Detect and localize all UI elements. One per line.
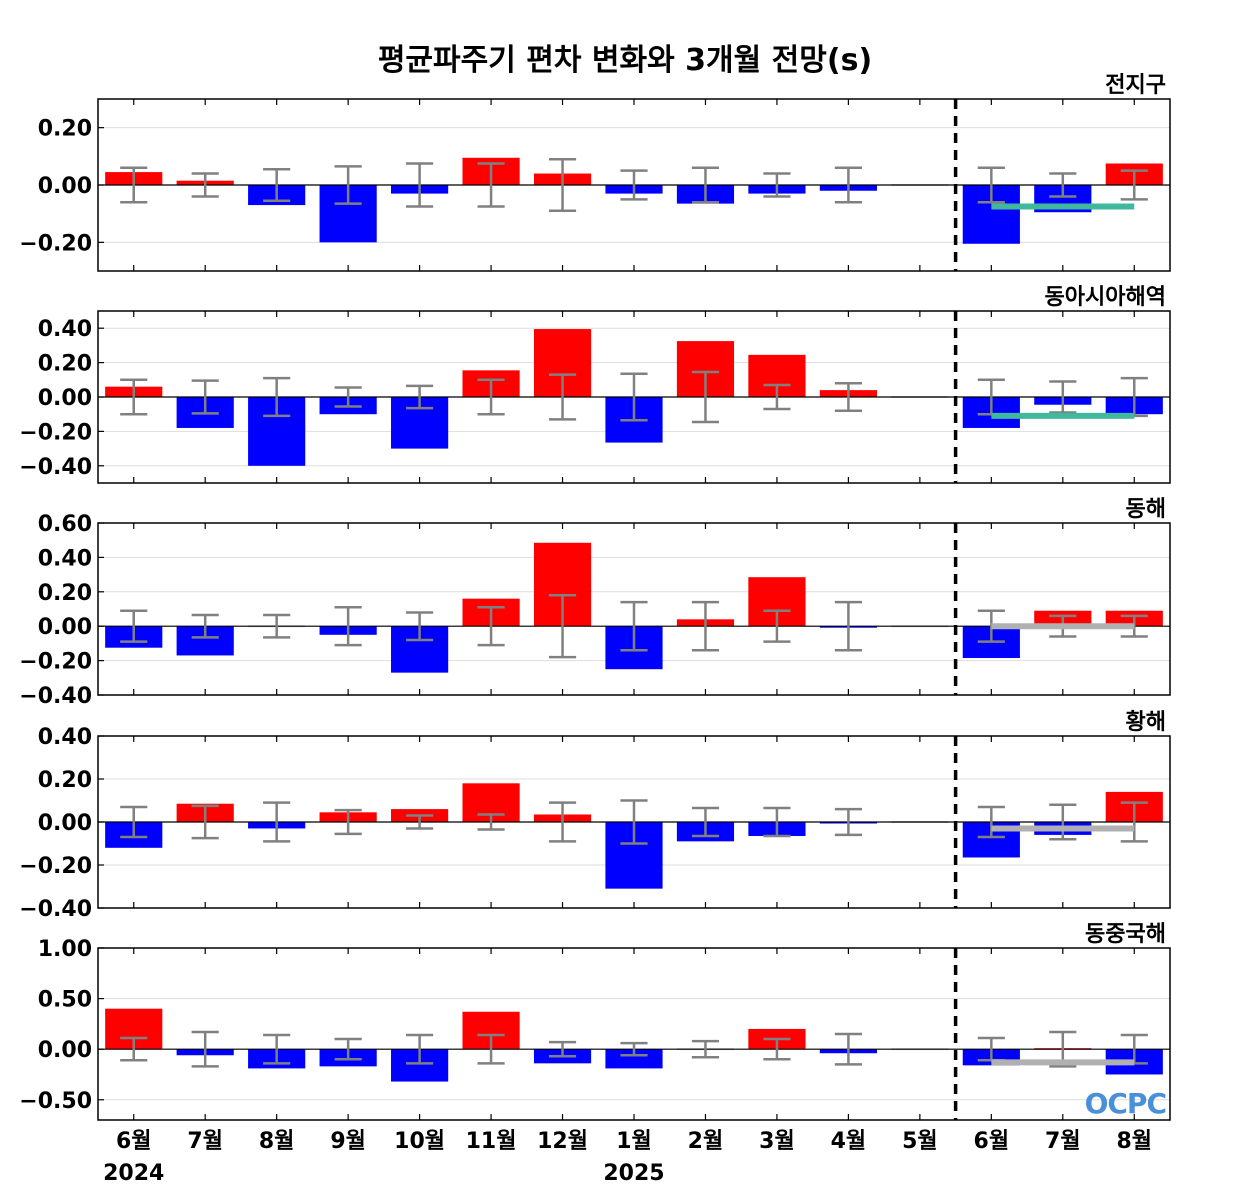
xtick-label: 6월	[974, 1129, 1010, 1154]
ytick-label: −0.50	[19, 1089, 92, 1114]
panel-4: 황해 0.40 0.20 0.00 −0.20 −0.40	[19, 710, 1171, 922]
panel-frame	[97, 947, 1171, 1121]
xtick-label: 9월	[330, 1129, 366, 1154]
xtick-label: 1월	[616, 1129, 652, 1154]
ytick-label: 0.00	[38, 1038, 92, 1063]
ytick-label: 0.20	[38, 581, 92, 606]
ytick-label: −0.20	[19, 420, 92, 445]
xtick-label: 3월	[759, 1129, 795, 1154]
chart-title: 평균파주기 편차 변화와 3개월 전망(s)	[378, 43, 872, 78]
xtick-label: 7월	[1045, 1129, 1081, 1154]
chart-panels: 전지구 0.20 0.00 −0.20 동아시아해역 0.40 0.20 0.00 −0.20 −…	[19, 73, 1171, 1121]
xtick-label: 8월	[259, 1129, 295, 1154]
panel-title: 전지구	[1105, 73, 1166, 98]
ocpc-logo: OCPC	[1085, 1087, 1167, 1120]
ytick-label: 0.60	[38, 512, 92, 537]
xtick-label: 7월	[187, 1129, 223, 1154]
bar	[605, 1049, 663, 1069]
ytick-label: 0.00	[38, 615, 92, 640]
ytick-label: 0.20	[38, 768, 92, 793]
ytick-label: 1.00	[38, 937, 92, 962]
ytick-label: −0.40	[19, 455, 92, 480]
xtick-label: 11월	[466, 1129, 517, 1154]
panel-title: 동중국해	[1085, 922, 1166, 947]
xtick-label: 5월	[902, 1129, 938, 1154]
panel-3: 동해 0.60 0.40 0.20 0.00 −0.20 −0.40	[19, 497, 1171, 709]
xtick-label: 10월	[394, 1129, 445, 1154]
panel-title: 황해	[1126, 710, 1166, 735]
ytick-label: −0.20	[19, 854, 92, 879]
panel-5: 동중국해 1.00 0.50 0.00 −0.50	[19, 922, 1171, 1121]
ytick-label: 0.00	[38, 386, 92, 411]
xtick-label: 4월	[831, 1129, 867, 1154]
ocpc-logo-text: OCPC	[1085, 1087, 1166, 1120]
year-label: 2025	[603, 1161, 664, 1186]
ytick-label: −0.40	[19, 897, 92, 922]
ytick-label: 0.00	[38, 174, 92, 199]
xtick-label: 6월	[116, 1129, 152, 1154]
panel-2: 동아시아해역 0.40 0.20 0.00 −0.20 −0.40	[19, 285, 1171, 484]
panel-title: 동해	[1126, 497, 1166, 522]
ytick-label: 0.40	[38, 317, 92, 342]
x-axis-labels: 6월 7월 8월 9월 10월 11월 12월 1월 2월 3월 4월 5월 6월 7월 8월 2024 202…	[103, 1129, 1152, 1186]
ytick-label: 0.40	[38, 546, 92, 571]
ytick-label: 0.40	[38, 725, 92, 750]
panel-1: 전지구 0.20 0.00 −0.20	[19, 73, 1171, 272]
xtick-label: 12월	[537, 1129, 588, 1154]
xtick-label: 8월	[1116, 1129, 1152, 1154]
panel-title: 동아시아해역	[1045, 285, 1166, 310]
xtick-label: 2월	[688, 1129, 724, 1154]
year-label: 2024	[103, 1161, 164, 1186]
ytick-label: −0.20	[19, 650, 92, 675]
ytick-label: 0.50	[38, 988, 92, 1013]
ytick-label: −0.40	[19, 684, 92, 709]
ytick-label: 0.00	[38, 811, 92, 836]
ytick-label: 0.20	[38, 352, 92, 377]
ytick-label: −0.20	[19, 231, 92, 256]
ytick-label: 0.20	[38, 117, 92, 142]
